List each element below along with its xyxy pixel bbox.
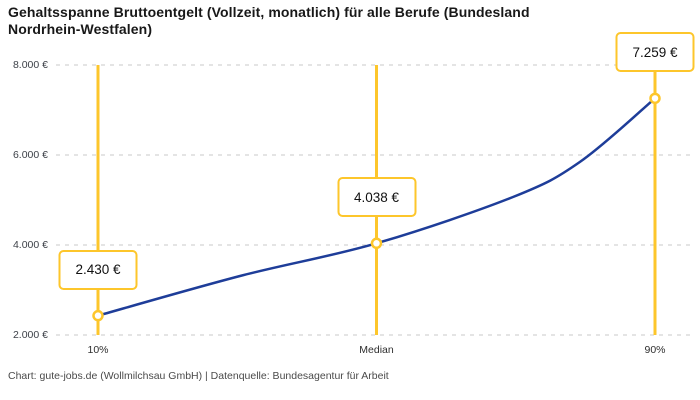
x-axis-tick-median: Median (359, 344, 394, 356)
value-label-text: 4.038 € (353, 189, 400, 205)
value-label-90-percent: 7.259 € (615, 32, 695, 73)
data-point-marker[interactable] (92, 309, 104, 322)
data-point-marker[interactable] (370, 237, 383, 250)
value-label-median: 4.038 € (337, 177, 416, 218)
x-axis-tick-90-percent: 90% (644, 344, 666, 356)
salary-curve (96, 97, 657, 317)
chart-title: Gehaltsspanne Bruttoentgelt (Vollzeit, m… (8, 4, 530, 37)
attribution: Chart: gute-jobs.de (Wollmilchsau GmbH) … (8, 370, 389, 382)
y-axis-tick: 6.000 € (12, 149, 48, 161)
value-label-text: 2.430 € (75, 262, 121, 278)
value-label-10-percent: 2.430 € (58, 249, 138, 290)
value-label-text: 7.259 € (632, 44, 678, 60)
y-axis-tick: 8.000 € (12, 59, 48, 71)
x-axis-tick-10-percent: 10% (87, 344, 109, 356)
y-axis-tick: 4.000 € (12, 239, 48, 251)
data-point-marker[interactable] (649, 92, 661, 105)
y-axis-tick: 2.000 € (12, 329, 48, 341)
